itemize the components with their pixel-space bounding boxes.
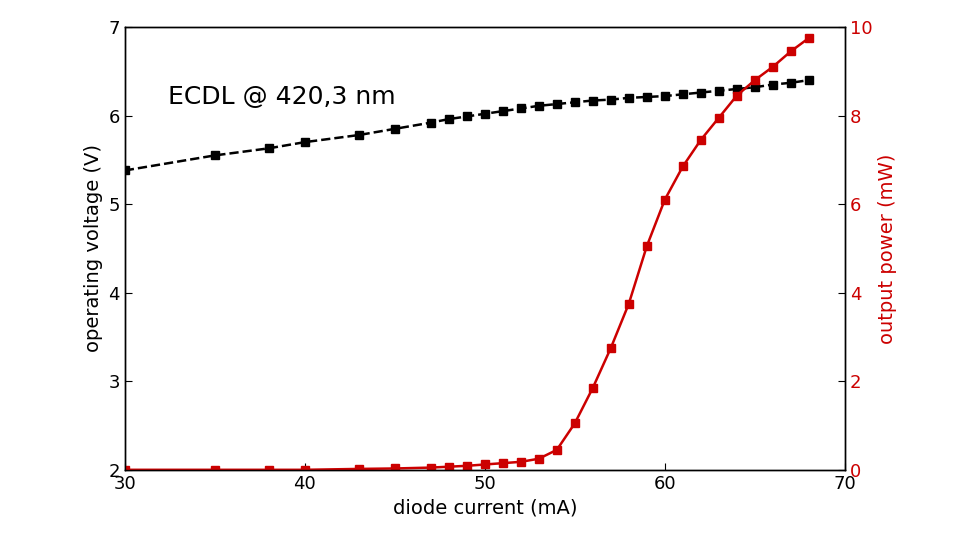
Y-axis label: operating voltage (V): operating voltage (V) — [84, 144, 103, 353]
X-axis label: diode current (mA): diode current (mA) — [393, 498, 577, 517]
Y-axis label: output power (mW): output power (mW) — [877, 153, 897, 343]
Text: ECDL @ 420,3 nm: ECDL @ 420,3 nm — [168, 85, 396, 109]
